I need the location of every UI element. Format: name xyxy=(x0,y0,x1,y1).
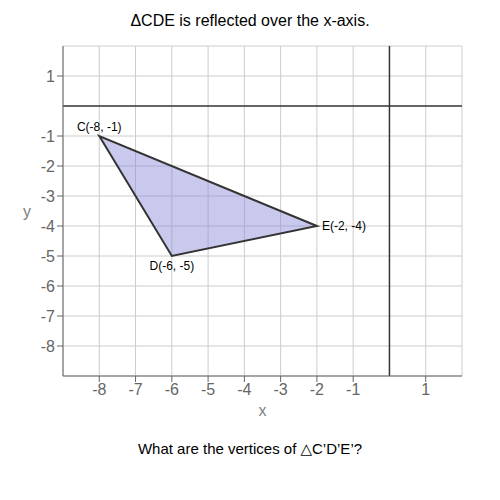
svg-text:-7: -7 xyxy=(41,308,55,325)
svg-text:-6: -6 xyxy=(165,381,179,398)
svg-text:-5: -5 xyxy=(41,248,55,265)
svg-text:1: 1 xyxy=(421,381,430,398)
svg-text:-1: -1 xyxy=(346,381,360,398)
svg-text:-2: -2 xyxy=(41,158,55,175)
svg-text:D(-6, -5): D(-6, -5) xyxy=(149,259,194,273)
html-text:ΔCDE is reflected over the x-a: ΔCDE is reflected over the x-axis. xyxy=(130,12,370,29)
svg-text:-8: -8 xyxy=(41,338,55,355)
svg-text:-3: -3 xyxy=(274,381,288,398)
html-text:What are the vertices of △C’D’: What are the vertices of △C’D’E’? xyxy=(137,440,363,457)
svg-text:-7: -7 xyxy=(128,381,142,398)
svg-text:-4: -4 xyxy=(237,381,251,398)
svg-text:E(-2, -4): E(-2, -4) xyxy=(322,219,366,233)
svg-text:-8: -8 xyxy=(92,381,106,398)
svg-text:y: y xyxy=(23,203,31,220)
svg-text:-1: -1 xyxy=(41,128,55,145)
svg-text:C(-8, -1): C(-8, -1) xyxy=(77,120,122,134)
svg-text:1: 1 xyxy=(46,68,55,85)
svg-text:-5: -5 xyxy=(201,381,215,398)
svg-text:-2: -2 xyxy=(310,381,324,398)
svg-text:-3: -3 xyxy=(41,188,55,205)
svg-text:-6: -6 xyxy=(41,278,55,295)
svg-text:-4: -4 xyxy=(41,218,55,235)
svg-text:x: x xyxy=(259,402,267,419)
